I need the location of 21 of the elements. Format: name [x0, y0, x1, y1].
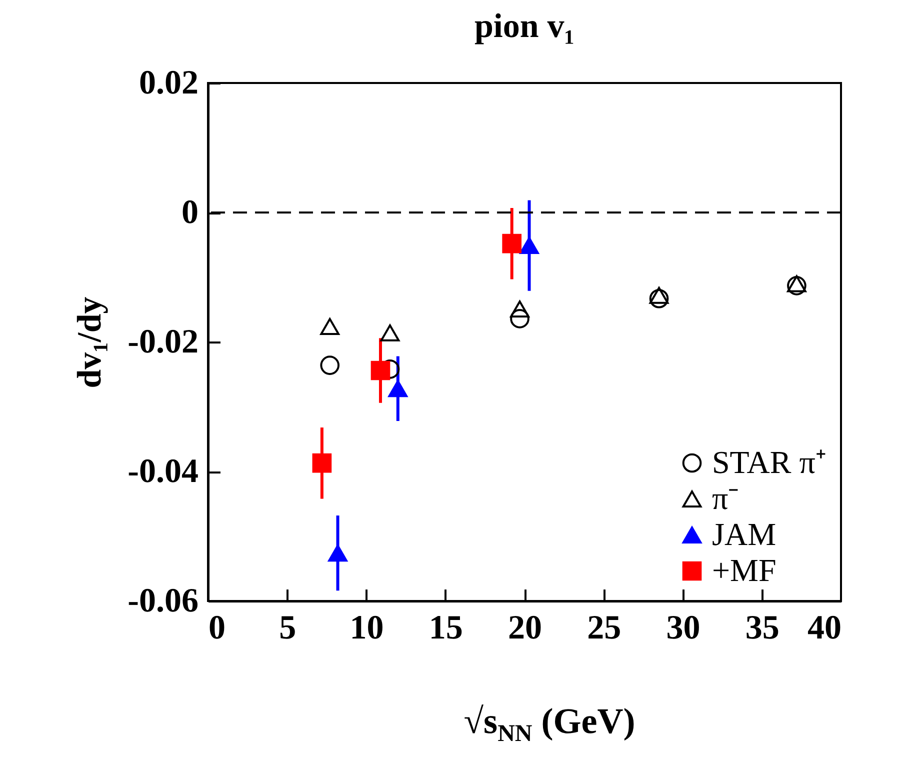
- y-tick-label: -0.04: [128, 453, 198, 490]
- x-tick-label: 40: [808, 610, 842, 646]
- chart-title: pion v₁: [474, 8, 574, 45]
- y-tick-label: -0.02: [128, 324, 198, 360]
- y-tick-label: -0.06: [128, 582, 198, 620]
- x-tick-label: 35: [745, 610, 780, 646]
- legend-label: STAR π⁺: [712, 444, 826, 480]
- y-axis-title: dv₁/dy: [72, 296, 109, 388]
- legend-label: JAM: [712, 516, 776, 552]
- y-tick-label: 0: [182, 194, 198, 231]
- y-tick-label: 0.02: [139, 64, 198, 102]
- x-tick-label: 25: [587, 610, 622, 646]
- x-tick-label: 10: [350, 610, 384, 646]
- legend-label: +MF: [712, 552, 776, 588]
- x-tick-label: 20: [508, 610, 542, 646]
- legend-label: π⁻: [712, 480, 740, 516]
- x-tick-label: 0: [208, 610, 226, 646]
- x-tick-label: 15: [428, 610, 463, 646]
- x-tick-label: 30: [666, 610, 700, 646]
- x-axis-title: √s$_{NN}$ (GeV): [462, 700, 636, 748]
- x-tick-label: 5: [279, 610, 296, 646]
